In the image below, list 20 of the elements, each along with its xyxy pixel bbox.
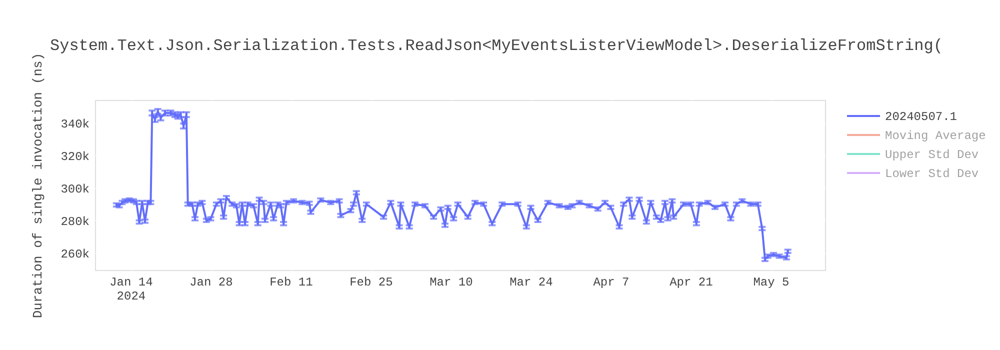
y-tick-label: 320k: [60, 150, 90, 164]
y-tick-label: 260k: [60, 247, 90, 262]
legend-label: 20240507.1: [885, 110, 958, 124]
x-tick-label: Jan 14 2024: [110, 276, 153, 304]
legend-label: Upper Std Dev: [885, 148, 979, 162]
chart-title: System.Text.Json.Serialization.Tests.ReadJson<MyEventsListerViewModel>.DeserializeFromString(: [50, 37, 943, 55]
x-tick-label: Mar 24: [510, 276, 553, 290]
x-tick-label: Feb 25: [350, 276, 393, 290]
y-tick-label: 340k: [60, 117, 90, 132]
y-tick-label: 280k: [60, 214, 90, 229]
x-tick-label: Jan 28: [190, 276, 233, 290]
x-tick-label: Apr 21: [670, 276, 713, 290]
x-tick-label: Apr 7: [593, 276, 630, 290]
x-tick-label: May 5: [753, 276, 790, 290]
x-tick-label: Feb 11: [270, 276, 313, 290]
legend-label: Moving Average: [885, 129, 986, 143]
legend-label: Lower Std Dev: [885, 167, 979, 181]
y-axis-title: Duration of single invocation (ns): [30, 52, 46, 318]
x-tick-label: Mar 10: [430, 276, 473, 290]
y-tick-label: 300k: [60, 182, 90, 196]
